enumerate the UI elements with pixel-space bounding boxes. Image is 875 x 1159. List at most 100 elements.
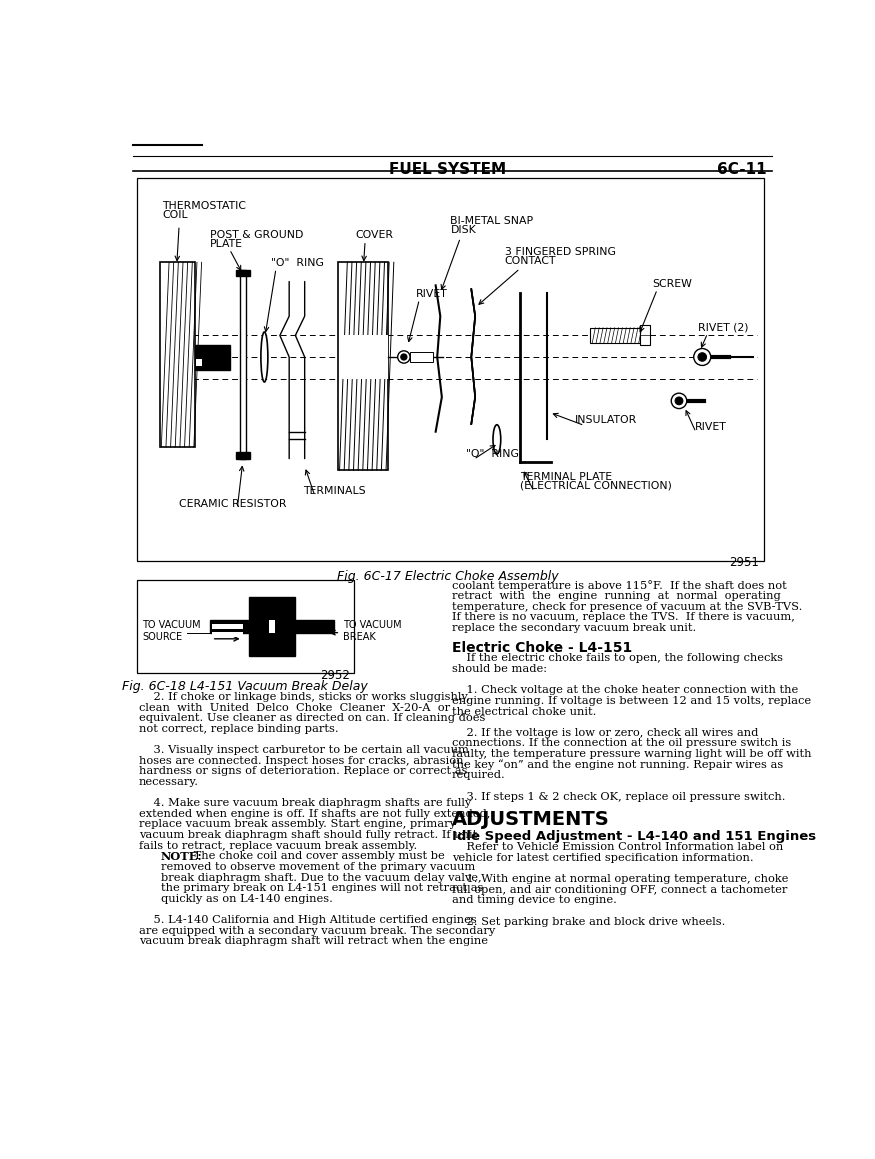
Text: SCREW: SCREW — [652, 279, 692, 290]
Text: CERAMIC RESISTOR: CERAMIC RESISTOR — [179, 498, 287, 509]
Text: PLATE: PLATE — [210, 239, 243, 249]
Text: ADJUSTMENTS: ADJUSTMENTS — [452, 810, 610, 829]
Text: FUEL SYSTEM: FUEL SYSTEM — [389, 162, 507, 177]
Ellipse shape — [671, 393, 687, 409]
Bar — [194, 345, 229, 370]
Text: full open, and air conditioning OFF, connect a tachometer: full open, and air conditioning OFF, con… — [452, 884, 788, 895]
Text: POST & GROUND: POST & GROUND — [210, 229, 304, 240]
Text: quickly as on L4-140 engines.: quickly as on L4-140 engines. — [160, 894, 332, 904]
Ellipse shape — [397, 351, 410, 363]
Bar — [339, 335, 388, 379]
Text: break diaphragm shaft. Due to the vacuum delay valve,: break diaphragm shaft. Due to the vacuum… — [160, 873, 481, 883]
Text: If the electric choke fails to open, the following checks: If the electric choke fails to open, the… — [452, 654, 783, 663]
Text: connections. If the connection at the oil pressure switch is: connections. If the connection at the oi… — [452, 738, 791, 749]
Ellipse shape — [698, 352, 706, 362]
Ellipse shape — [694, 349, 710, 365]
Text: 3. Visually inspect carburetor to be certain all vacuum: 3. Visually inspect carburetor to be cer… — [139, 745, 469, 755]
Bar — [640, 326, 649, 345]
Bar — [590, 328, 640, 343]
Text: 2952: 2952 — [319, 669, 350, 681]
Ellipse shape — [261, 331, 268, 382]
Text: 5. L4-140 California and High Altitude certified engines: 5. L4-140 California and High Altitude c… — [139, 916, 477, 925]
Text: not correct, replace binding parts.: not correct, replace binding parts. — [139, 724, 339, 734]
Text: equivalent. Use cleaner as directed on can. If cleaning does: equivalent. Use cleaner as directed on c… — [139, 713, 486, 723]
Text: and timing device to engine.: and timing device to engine. — [452, 896, 617, 905]
Text: hardness or signs of deterioration. Replace or correct as: hardness or signs of deterioration. Repl… — [139, 766, 467, 777]
Bar — [338, 262, 388, 471]
Text: engine running. If voltage is between 12 and 15 volts, replace: engine running. If voltage is between 12… — [452, 695, 811, 706]
Text: the primary break on L4-151 engines will not retract as: the primary break on L4-151 engines will… — [160, 883, 483, 894]
Text: temperature, check for presence of vacuum at the SVB-TVS.: temperature, check for presence of vacuu… — [452, 602, 802, 612]
Text: removed to observe movement of the primary vacuum: removed to observe movement of the prima… — [160, 862, 475, 872]
Bar — [235, 452, 249, 459]
Text: should be made:: should be made: — [452, 664, 547, 675]
Bar — [160, 262, 194, 447]
Bar — [137, 581, 354, 672]
Text: BI-METAL SNAP: BI-METAL SNAP — [451, 216, 534, 226]
Text: coolant temperature is above 115°F.  If the shaft does not: coolant temperature is above 115°F. If t… — [452, 581, 787, 591]
Text: are equipped with a secondary vacuum break. The secondary: are equipped with a secondary vacuum bre… — [139, 926, 495, 935]
Text: DISK: DISK — [451, 225, 476, 235]
Text: 3. If steps 1 & 2 check OK, replace oil pressure switch.: 3. If steps 1 & 2 check OK, replace oil … — [452, 792, 786, 802]
Text: 2. If choke or linkage binds, sticks or works sluggishly,: 2. If choke or linkage binds, sticks or … — [139, 692, 470, 702]
Bar — [210, 620, 334, 633]
Text: 2951: 2951 — [729, 556, 759, 569]
Text: hoses are connected. Inspect hoses for cracks, abrasion,: hoses are connected. Inspect hoses for c… — [139, 756, 467, 766]
Text: (ELECTRICAL CONNECTION): (ELECTRICAL CONNECTION) — [520, 481, 672, 491]
Ellipse shape — [493, 424, 500, 454]
Text: vacuum break diaphragm shaft should fully retract. If unit: vacuum break diaphragm shaft should full… — [139, 830, 477, 840]
Text: TERMINAL PLATE: TERMINAL PLATE — [520, 472, 612, 482]
Text: "O"  RING: "O" RING — [270, 258, 324, 269]
Text: extended when engine is off. If shafts are not fully extended,: extended when engine is off. If shafts a… — [139, 809, 490, 818]
Ellipse shape — [401, 353, 407, 360]
Text: clean  with  United  Delco  Choke  Cleaner  X-20-A  or: clean with United Delco Choke Cleaner X-… — [139, 702, 450, 713]
Text: 1. With engine at normal operating temperature, choke: 1. With engine at normal operating tempe… — [452, 874, 788, 884]
Bar — [235, 270, 249, 276]
Text: TO VACUUM
BREAK: TO VACUUM BREAK — [343, 620, 402, 642]
Bar — [240, 270, 246, 459]
Text: vehicle for latest certified specification information.: vehicle for latest certified specificati… — [452, 853, 753, 862]
Bar — [136, 177, 764, 561]
Text: THERMOSTATIC: THERMOSTATIC — [162, 201, 246, 211]
Bar — [269, 620, 276, 633]
Text: NOTE:: NOTE: — [160, 852, 202, 862]
Text: RIVET: RIVET — [695, 422, 726, 432]
Text: replace the secondary vacuum break unit.: replace the secondary vacuum break unit. — [452, 622, 696, 633]
Text: 3 FINGERED SPRING: 3 FINGERED SPRING — [505, 247, 615, 257]
Text: 6C-11: 6C-11 — [717, 162, 766, 177]
Text: retract  with  the  engine  running  at  normal  operating: retract with the engine running at norma… — [452, 591, 780, 600]
Text: COVER: COVER — [355, 229, 393, 240]
Text: vacuum break diaphragm shaft will retract when the engine: vacuum break diaphragm shaft will retrac… — [139, 936, 488, 947]
Bar — [212, 632, 242, 636]
Text: 4. Make sure vacuum break diaphragm shafts are fully: 4. Make sure vacuum break diaphragm shaf… — [139, 799, 471, 808]
Text: 1. Check voltage at the choke heater connection with the: 1. Check voltage at the choke heater con… — [452, 685, 798, 695]
Text: required.: required. — [452, 771, 506, 780]
Text: Electric Choke - L4-151: Electric Choke - L4-151 — [452, 641, 632, 655]
Text: 2. Set parking brake and block drive wheels.: 2. Set parking brake and block drive whe… — [452, 917, 725, 927]
Ellipse shape — [676, 398, 682, 404]
Text: INSULATOR: INSULATOR — [574, 415, 637, 424]
Text: RIVET (2): RIVET (2) — [698, 322, 749, 333]
Text: Idle Speed Adjustment - L4-140 and 151 Engines: Idle Speed Adjustment - L4-140 and 151 E… — [452, 830, 816, 843]
Text: faulty, the temperature pressure warning light will be off with: faulty, the temperature pressure warning… — [452, 749, 811, 759]
Text: fails to retract, replace vacuum break assembly.: fails to retract, replace vacuum break a… — [139, 840, 417, 851]
Text: If there is no vacuum, replace the TVS.  If there is vacuum,: If there is no vacuum, replace the TVS. … — [452, 612, 794, 622]
Text: Refer to Vehicle Emission Control Information label on: Refer to Vehicle Emission Control Inform… — [452, 843, 783, 852]
Text: RIVET: RIVET — [416, 290, 447, 299]
Text: the electrical choke unit.: the electrical choke unit. — [452, 707, 596, 716]
Text: COIL: COIL — [162, 210, 188, 220]
Text: Fig. 6C-18 L4-151 Vacuum Break Delay: Fig. 6C-18 L4-151 Vacuum Break Delay — [123, 680, 368, 693]
Text: "O"  RING: "O" RING — [466, 449, 519, 459]
Text: CONTACT: CONTACT — [505, 256, 556, 267]
Text: Fig. 6C-17 Electric Choke Assembly: Fig. 6C-17 Electric Choke Assembly — [337, 570, 559, 583]
Text: The choke coil and cover assembly must be: The choke coil and cover assembly must b… — [190, 852, 444, 861]
Bar — [196, 358, 202, 366]
Bar — [212, 625, 242, 629]
Text: 2. If the voltage is low or zero, check all wires and: 2. If the voltage is low or zero, check … — [452, 728, 759, 738]
Text: the key “on” and the engine not running. Repair wires as: the key “on” and the engine not running.… — [452, 759, 783, 771]
Text: TO VACUUM
SOURCE: TO VACUUM SOURCE — [142, 620, 200, 642]
Bar — [410, 352, 433, 362]
Text: replace vacuum break assembly. Start engine, primary: replace vacuum break assembly. Start eng… — [139, 819, 456, 830]
Bar — [248, 597, 296, 656]
Text: TERMINALS: TERMINALS — [303, 486, 366, 496]
